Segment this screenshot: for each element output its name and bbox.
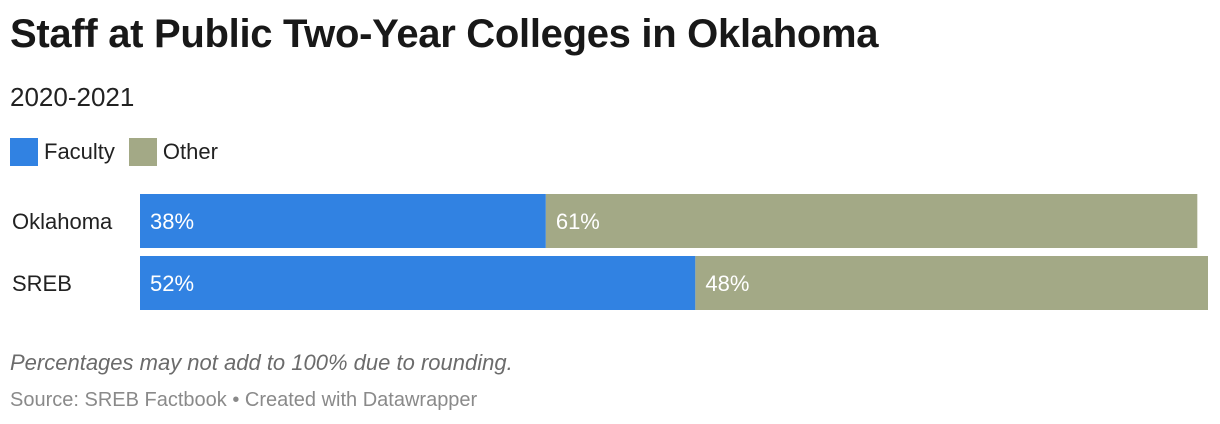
chart-title: Staff at Public Two-Year Colleges in Okl… [10,12,879,56]
bar-faculty-oklahoma [140,194,546,248]
category-label-oklahoma: Oklahoma [12,209,113,234]
data-label-other-oklahoma: 61% [556,209,600,234]
legend-swatch-faculty [10,138,38,166]
legend-item-faculty: Faculty [10,138,115,166]
bar-other-oklahoma [545,194,1198,248]
legend-label-faculty: Faculty [44,139,115,164]
data-label-faculty-sreb: 52% [150,271,194,296]
legend-item-other: Other [128,138,218,166]
data-label-faculty-oklahoma: 38% [150,209,194,234]
legend-swatch-other [128,138,157,166]
data-label-other-sreb: 48% [705,271,749,296]
chart-note: Percentages may not add to 100% due to r… [10,350,513,375]
bar-faculty-sreb [140,256,696,310]
bar-other-sreb [695,256,1208,310]
category-label-sreb: SREB [12,271,72,296]
stacked-bar-chart: Oklahoma 38% 61% SREB 52% 48% [12,194,1208,310]
chart-subtitle: 2020-2021 [10,82,135,112]
legend: Faculty Other [10,138,232,166]
legend-label-other: Other [162,139,218,164]
chart-source: Source: SREB Factbook • Created with Dat… [10,389,478,411]
